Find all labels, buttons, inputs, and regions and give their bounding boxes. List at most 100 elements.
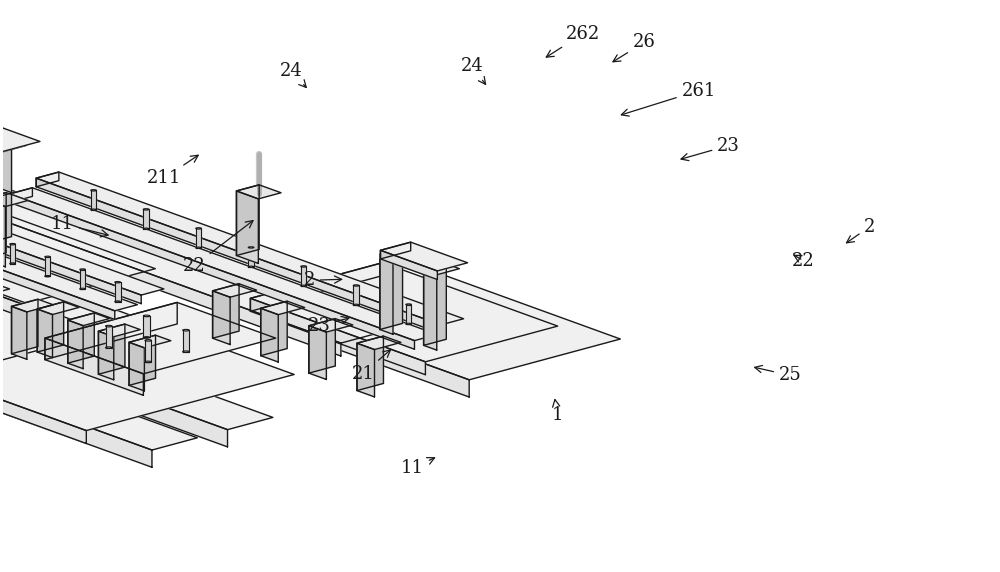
Polygon shape: [357, 336, 401, 349]
Polygon shape: [98, 324, 125, 374]
Polygon shape: [0, 241, 23, 317]
Ellipse shape: [301, 285, 306, 287]
Text: 261: 261: [621, 82, 716, 116]
Polygon shape: [406, 304, 411, 324]
Polygon shape: [80, 269, 85, 289]
Polygon shape: [68, 313, 110, 325]
Polygon shape: [261, 301, 305, 315]
Polygon shape: [0, 198, 5, 267]
Polygon shape: [143, 316, 150, 337]
Polygon shape: [213, 284, 239, 338]
Text: 1: 1: [552, 399, 563, 424]
Polygon shape: [261, 301, 287, 356]
Polygon shape: [380, 242, 468, 271]
Text: 22: 22: [182, 221, 253, 275]
Text: 25: 25: [755, 366, 802, 384]
Polygon shape: [129, 335, 156, 386]
Polygon shape: [309, 326, 326, 379]
Ellipse shape: [115, 281, 121, 283]
Polygon shape: [250, 299, 425, 375]
Polygon shape: [0, 194, 164, 295]
Polygon shape: [68, 313, 94, 363]
Polygon shape: [294, 276, 620, 380]
Ellipse shape: [406, 304, 411, 305]
Polygon shape: [10, 188, 437, 340]
Ellipse shape: [145, 361, 151, 363]
Polygon shape: [309, 319, 335, 373]
Text: 26: 26: [613, 33, 656, 62]
Polygon shape: [12, 307, 27, 359]
Polygon shape: [357, 336, 383, 391]
Text: 2: 2: [303, 271, 342, 289]
Polygon shape: [12, 299, 38, 353]
Polygon shape: [380, 242, 411, 259]
Ellipse shape: [10, 263, 15, 264]
Polygon shape: [36, 178, 441, 333]
Polygon shape: [0, 182, 12, 209]
Polygon shape: [0, 292, 152, 467]
Ellipse shape: [80, 269, 85, 270]
Ellipse shape: [91, 209, 96, 210]
Polygon shape: [424, 264, 446, 345]
Polygon shape: [145, 340, 151, 362]
Polygon shape: [380, 254, 393, 334]
Polygon shape: [0, 265, 106, 368]
Polygon shape: [380, 251, 437, 280]
Text: 22: 22: [792, 252, 815, 269]
Polygon shape: [143, 209, 149, 229]
Text: 211: 211: [147, 155, 198, 188]
Polygon shape: [353, 285, 359, 305]
Text: 11: 11: [51, 214, 108, 237]
Text: 11: 11: [401, 458, 435, 478]
Polygon shape: [0, 320, 86, 443]
Polygon shape: [250, 263, 383, 311]
Polygon shape: [0, 200, 141, 304]
Polygon shape: [301, 267, 306, 286]
Polygon shape: [0, 193, 6, 259]
Text: 262: 262: [546, 25, 600, 57]
Polygon shape: [213, 291, 230, 344]
Polygon shape: [91, 190, 96, 210]
Polygon shape: [37, 309, 52, 358]
Polygon shape: [261, 308, 278, 362]
Text: 23: 23: [681, 137, 740, 161]
Polygon shape: [424, 264, 459, 275]
Polygon shape: [45, 257, 50, 276]
Ellipse shape: [143, 228, 149, 229]
Ellipse shape: [248, 266, 254, 268]
Polygon shape: [196, 228, 201, 248]
Polygon shape: [129, 342, 144, 391]
Polygon shape: [0, 200, 341, 356]
Ellipse shape: [143, 315, 150, 317]
Ellipse shape: [196, 247, 201, 248]
Polygon shape: [236, 185, 281, 199]
Polygon shape: [36, 172, 464, 325]
Text: 23: 23: [308, 316, 349, 335]
Polygon shape: [248, 248, 254, 267]
Ellipse shape: [406, 323, 411, 324]
Polygon shape: [37, 302, 79, 315]
Ellipse shape: [106, 325, 112, 327]
Text: 24: 24: [280, 62, 306, 88]
Text: 21: 21: [351, 350, 390, 383]
Polygon shape: [0, 259, 273, 430]
Polygon shape: [98, 324, 140, 337]
Polygon shape: [12, 299, 53, 312]
Ellipse shape: [145, 340, 151, 341]
Polygon shape: [183, 330, 189, 352]
Ellipse shape: [45, 276, 50, 277]
Polygon shape: [380, 248, 416, 259]
Ellipse shape: [91, 190, 96, 191]
Polygon shape: [380, 248, 403, 329]
Polygon shape: [236, 191, 258, 264]
Polygon shape: [294, 316, 469, 397]
Ellipse shape: [143, 209, 149, 210]
Polygon shape: [45, 303, 177, 360]
Polygon shape: [0, 193, 28, 206]
Ellipse shape: [115, 301, 121, 302]
Polygon shape: [250, 263, 558, 362]
Polygon shape: [45, 338, 143, 395]
Polygon shape: [357, 343, 375, 397]
Polygon shape: [36, 172, 59, 187]
Polygon shape: [0, 271, 228, 447]
